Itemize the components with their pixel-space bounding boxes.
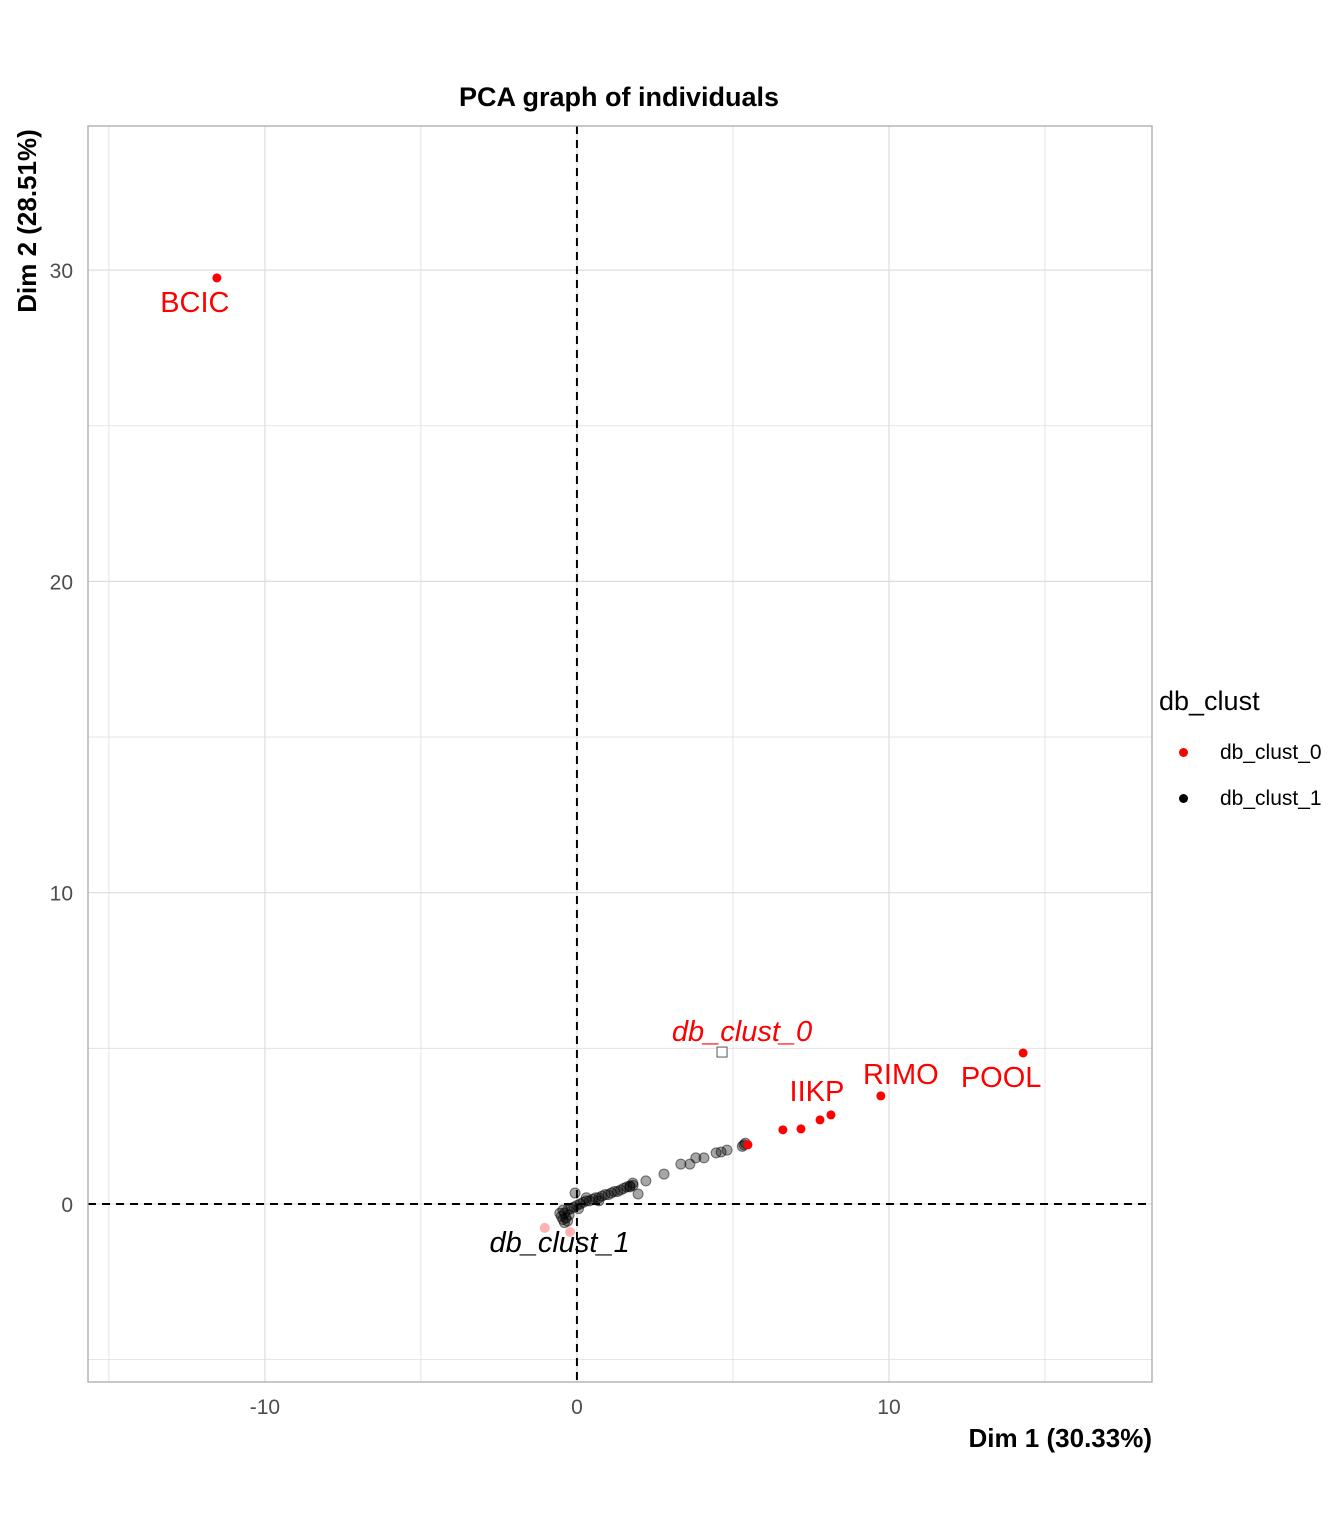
data-point-db-clust-0	[796, 1124, 806, 1134]
data-point-db-clust-0	[743, 1140, 753, 1150]
data-point-db-clust-1	[658, 1168, 670, 1180]
data-point-db-clust-0	[778, 1125, 788, 1135]
data-point-db-clust-0	[1018, 1048, 1028, 1058]
legend-label: db_clust_0	[1220, 741, 1322, 764]
data-point-db-clust-1	[690, 1152, 702, 1164]
data-point-db-clust-0	[876, 1091, 886, 1101]
x-axis-label: Dim 1 (30.33%)	[968, 1423, 1152, 1453]
point-label: RIMO	[863, 1059, 939, 1091]
data-point-db-clust-0	[212, 273, 222, 283]
data-point-db-clust-0-faint	[565, 1226, 576, 1237]
y-axis-label: Dim 2 (28.51%)	[12, 129, 42, 313]
tick-labels: -10 0 10 0 10 20 30	[50, 260, 901, 1419]
x-tick-label: 0	[571, 1396, 583, 1419]
data-point-db-clust-1	[557, 1204, 569, 1216]
y-tick-label: 20	[50, 571, 73, 594]
red-dot-icon	[1179, 748, 1188, 757]
y-tick-label: 10	[50, 883, 73, 906]
grid	[88, 126, 1152, 1382]
data-point-db-clust-1	[624, 1180, 636, 1192]
y-tick-label: 30	[50, 260, 73, 283]
legend-title: db_clust	[1159, 686, 1260, 716]
panel-border	[87, 125, 1153, 1383]
data-point-db-clust-1	[675, 1158, 687, 1170]
data-point-db-clust-1	[632, 1188, 644, 1200]
point-label: IIKP	[790, 1076, 845, 1108]
data-point-db-clust-1	[698, 1152, 710, 1164]
data-point-db-clust-1	[593, 1195, 605, 1207]
point-label: BCIC	[160, 287, 229, 319]
data-point-db-clust-1	[573, 1203, 585, 1215]
chart-title: PCA graph of individuals	[459, 82, 779, 112]
data-point-db-clust-1	[580, 1192, 592, 1204]
centroid-label: db_clust_0	[672, 1016, 812, 1048]
data-point-db-clust-0	[826, 1110, 836, 1120]
data-point-db-clust-0	[815, 1115, 825, 1125]
data-point-db-clust-0-faint	[539, 1222, 550, 1233]
y-tick-label: 0	[61, 1194, 73, 1217]
data-point-db-clust-1	[715, 1146, 727, 1158]
data-point-db-clust-1	[640, 1175, 652, 1187]
black-dot-icon	[1179, 794, 1188, 803]
x-tick-label: 10	[877, 1396, 900, 1419]
data-point-db-clust-1	[569, 1187, 581, 1199]
legend-label: db_clust_1	[1220, 787, 1322, 810]
data-point-db-clust-1	[562, 1215, 574, 1227]
x-tick-label: -10	[250, 1396, 280, 1419]
labels-layer: BCIC POOL RIMO IIKP db_clust_0 db_clust_1	[160, 287, 1041, 1259]
data-point-db-clust-1	[721, 1144, 733, 1156]
legend: db_clust db_clust_0 db_clust_1	[1159, 686, 1322, 810]
points-layer	[212, 273, 1028, 1237]
point-label: POOL	[961, 1062, 1042, 1094]
centroid-marker-db-clust-0	[716, 1046, 728, 1058]
centroid-label: db_clust_1	[489, 1227, 629, 1259]
